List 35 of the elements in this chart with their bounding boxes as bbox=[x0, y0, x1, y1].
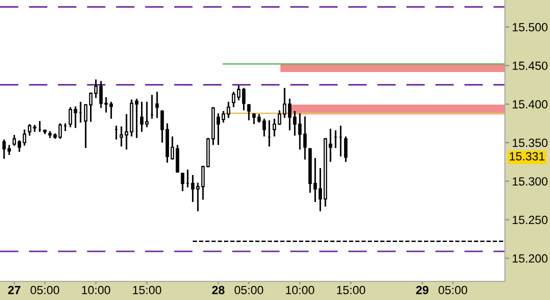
y-tick-label: 15.250 bbox=[512, 216, 548, 224]
candlestick bbox=[176, 144, 180, 173]
candlestick bbox=[120, 126, 124, 146]
y-tick-label: 15.500 bbox=[512, 23, 548, 32]
y-tick-label: 15.350 bbox=[512, 138, 548, 148]
candlestick bbox=[68, 107, 72, 128]
candlestick bbox=[252, 113, 256, 124]
x-tick-label: 27 bbox=[8, 286, 20, 294]
candlestick bbox=[226, 102, 230, 118]
candlestick bbox=[247, 104, 251, 120]
x-tick-label: 10:00 bbox=[286, 286, 314, 294]
candlestick bbox=[155, 92, 159, 118]
candlestick bbox=[124, 114, 128, 150]
y-tick-label: 15.450 bbox=[512, 62, 548, 70]
x-tick-label: 29 bbox=[416, 286, 428, 294]
x-tick-label: 05:00 bbox=[438, 286, 468, 294]
candlestick bbox=[344, 136, 348, 162]
candlestick bbox=[22, 130, 26, 146]
y-tick-label: 15.400 bbox=[512, 100, 548, 108]
text: 15.331 bbox=[510, 152, 544, 160]
candlestick bbox=[180, 172, 184, 192]
x-tick-label: 28 bbox=[212, 286, 224, 294]
candlestick bbox=[328, 128, 332, 162]
x-tick-label: 15:00 bbox=[337, 286, 366, 294]
candlestick bbox=[272, 118, 276, 136]
x-tick-label: 05:00 bbox=[234, 286, 264, 294]
x-tick-label: 15:00 bbox=[133, 286, 162, 294]
candlestick bbox=[303, 116, 307, 160]
candlestick bbox=[278, 110, 282, 125]
y-tick-label: 15.300 bbox=[512, 177, 548, 186]
candlestick bbox=[99, 80, 103, 108]
y-tick-label: 15.200 bbox=[512, 254, 548, 263]
x-tick-label: 10:00 bbox=[82, 286, 110, 294]
candlestick bbox=[74, 106, 78, 128]
x-tick-label: 05:00 bbox=[30, 286, 60, 294]
